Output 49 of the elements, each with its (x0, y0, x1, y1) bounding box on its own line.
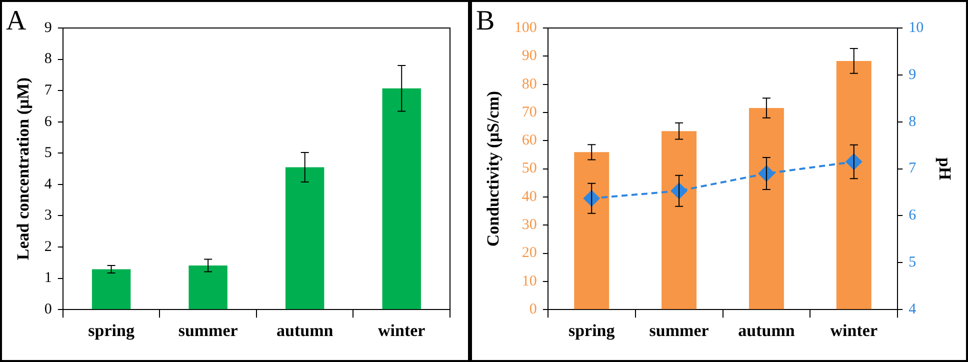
x-tick-label: summer (178, 321, 238, 340)
x-tick-label: autumn (276, 321, 334, 340)
y-axis-title: Conductivity (µS/cm) (484, 90, 503, 247)
y-tick-label: 100 (514, 20, 537, 36)
y2-tick-label: 6 (908, 208, 917, 224)
y-tick-label: 7 (44, 82, 52, 99)
y-tick-label: 80 (522, 76, 537, 92)
y2-tick-label: 10 (908, 20, 924, 36)
bar (188, 265, 228, 310)
y-tick-label: 1 (44, 270, 52, 286)
y-tick-label: 0 (44, 302, 52, 318)
y-tick-label: 60 (522, 132, 537, 149)
y2-tick-label: 5 (908, 254, 916, 271)
y-tick-label: 4 (44, 176, 52, 192)
bar (382, 88, 421, 310)
text: A (6, 5, 27, 36)
y2-axis-title: pH (935, 157, 954, 180)
bar (285, 167, 324, 310)
y-tick-label: 8 (44, 51, 52, 68)
y2-tick-label: 7 (908, 160, 917, 177)
y2-tick-label: 4 (908, 302, 917, 318)
y-tick-label: 20 (522, 245, 537, 262)
y-tick-label: 6 (44, 114, 52, 130)
y-tick-label: 40 (522, 188, 537, 205)
y-tick-label: 50 (522, 160, 537, 177)
y-tick-label: 90 (522, 48, 537, 64)
x-tick-label: summer (649, 321, 710, 340)
x-tick-label: winter (830, 321, 878, 340)
y-axis-title: Lead concentration (µM) (14, 78, 33, 260)
bar (748, 108, 784, 310)
y2-tick-label: 8 (908, 114, 916, 130)
bar (836, 60, 872, 310)
y-tick-label: 10 (522, 273, 537, 290)
y-tick-label: 2 (44, 238, 52, 255)
x-tick-label: autumn (738, 321, 796, 340)
y-tick-label: 30 (522, 217, 537, 234)
x-tick-label: spring (88, 321, 135, 340)
x-tick-label: spring (568, 321, 616, 340)
bar (92, 269, 131, 310)
bar (662, 131, 697, 310)
y2-tick-label: 9 (908, 66, 916, 83)
y-tick-label: 3 (44, 208, 52, 224)
y-tick-label: 70 (522, 104, 537, 120)
x-tick-label: winter (378, 321, 426, 340)
text: B (476, 5, 495, 36)
y-tick-label: 0 (529, 302, 537, 318)
y-tick-label: 5 (44, 145, 52, 162)
bar (574, 152, 610, 310)
y-tick-label: 9 (44, 20, 52, 36)
